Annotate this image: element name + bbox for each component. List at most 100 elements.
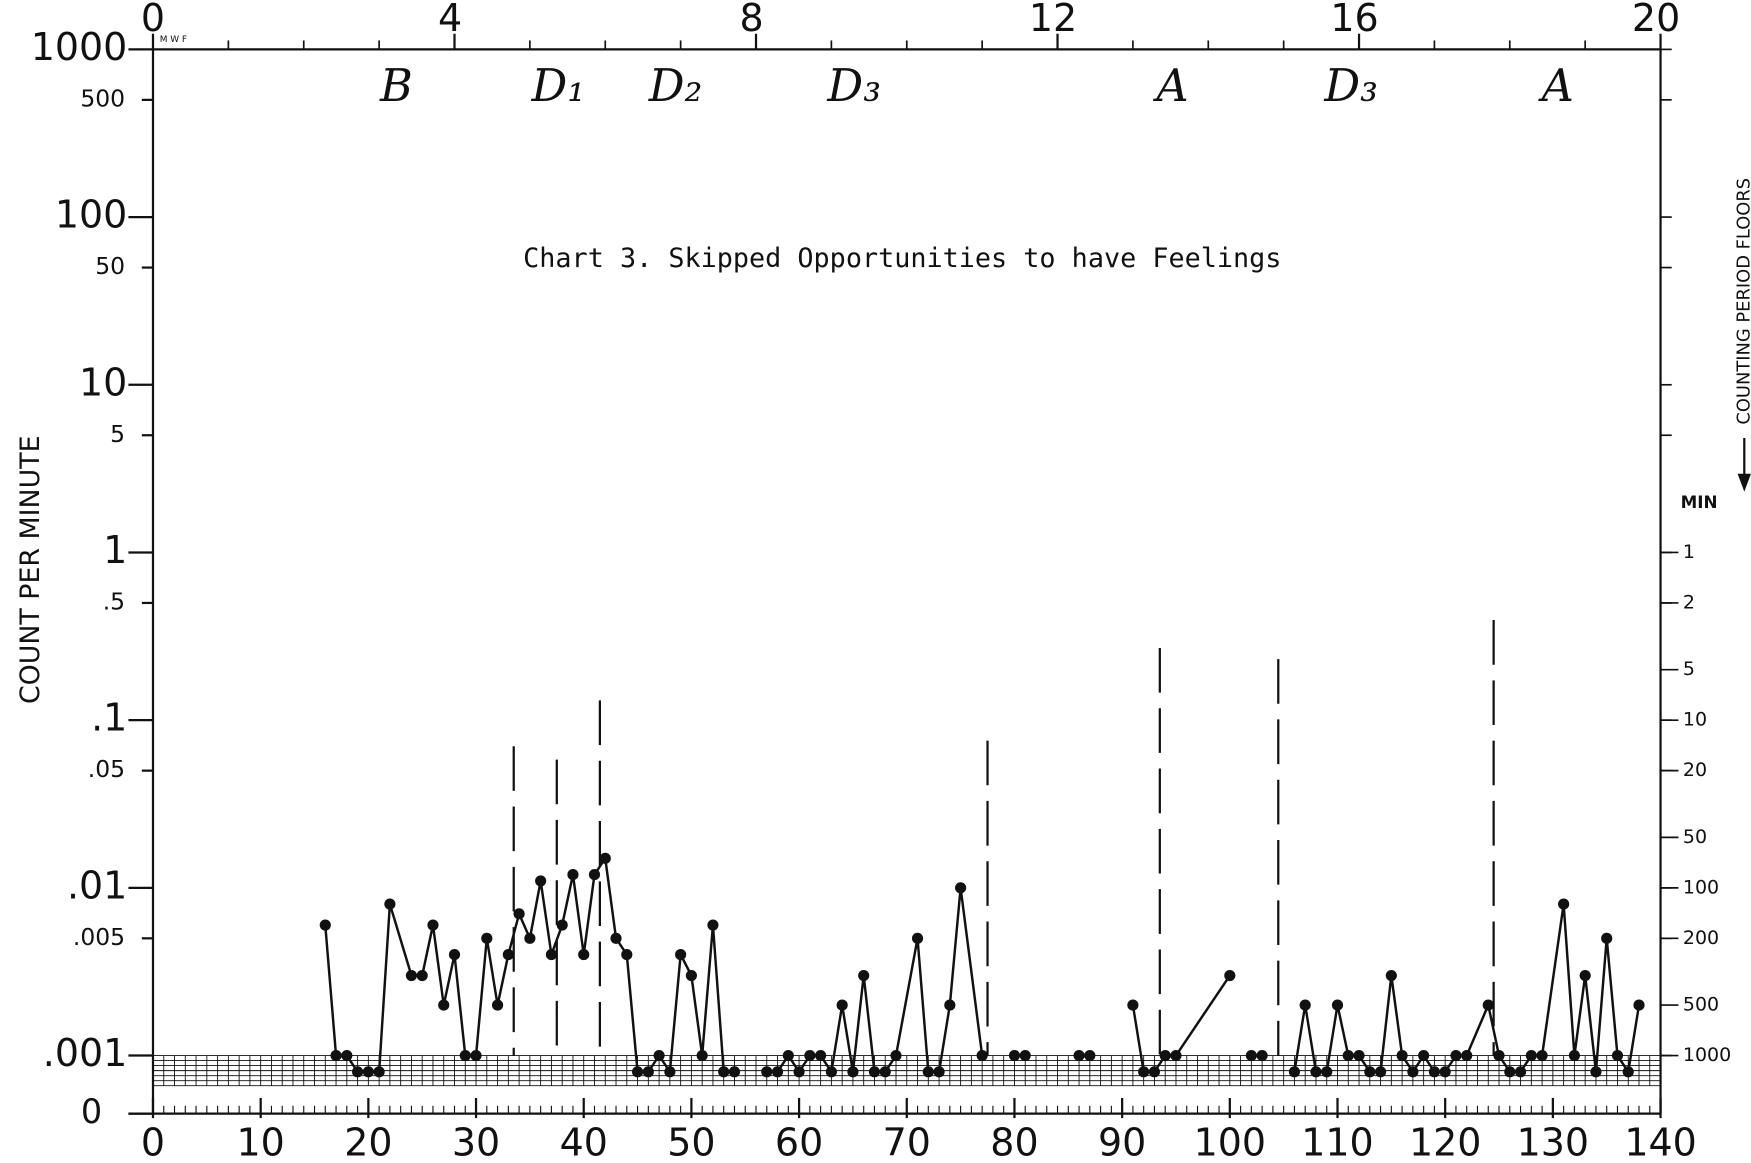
data-point — [481, 932, 493, 944]
data-point — [718, 1066, 730, 1078]
phase-label: A — [1152, 60, 1188, 112]
data-point — [621, 948, 633, 961]
phase-label: D₂ — [648, 60, 703, 112]
data-point — [1127, 999, 1139, 1011]
data-point — [1482, 999, 1494, 1011]
data-point — [1245, 1049, 1257, 1062]
data-point — [804, 1049, 816, 1062]
zero-label: 0 — [81, 1092, 102, 1131]
phase-label: A — [1538, 60, 1574, 112]
data-point — [459, 1049, 471, 1062]
x-tick-label: 60 — [775, 1120, 823, 1163]
x-tick-label: 130 — [1517, 1120, 1589, 1163]
data-point — [1331, 999, 1344, 1011]
data-point — [1138, 1066, 1150, 1078]
data-point — [1385, 969, 1397, 982]
data-point — [653, 1049, 665, 1062]
y2-tick-label: 10 — [1683, 709, 1707, 731]
y-tick-label: .5 — [103, 587, 125, 615]
data-point — [879, 1066, 891, 1078]
data-point — [352, 1066, 364, 1078]
x-tick-label: 140 — [1624, 1120, 1696, 1163]
data-point — [470, 1049, 482, 1062]
data-point — [1084, 1049, 1096, 1062]
phase-label: D₃ — [1323, 60, 1378, 112]
y-tick-label: .001 — [43, 1031, 128, 1075]
data-point — [1601, 932, 1613, 944]
x-tick-label: 120 — [1409, 1120, 1481, 1163]
y2-axis-title: COUNTING PERIOD FLOORS — [1733, 178, 1751, 425]
data-point — [1579, 969, 1591, 982]
data-point — [384, 898, 396, 910]
data-point — [675, 948, 687, 961]
data-point — [771, 1066, 784, 1078]
weekday-label: M W F — [160, 35, 187, 45]
data-point — [1364, 1066, 1376, 1078]
data-point — [535, 875, 547, 887]
arrow-head — [1737, 473, 1751, 492]
x2-tick-label: 0 — [141, 0, 165, 40]
data-point — [1159, 1049, 1171, 1062]
data-point — [1342, 1049, 1354, 1062]
data-point — [341, 1049, 353, 1062]
phase-label: D₁ — [530, 60, 585, 112]
data-point — [1590, 1066, 1602, 1078]
x-tick-label: 50 — [667, 1120, 715, 1163]
x2-tick-label: 20 — [1632, 0, 1680, 40]
data-point — [1299, 999, 1311, 1011]
data-point — [524, 932, 536, 944]
data-point — [362, 1066, 374, 1078]
x-tick-label: 0 — [141, 1120, 165, 1163]
data-point — [513, 908, 525, 920]
data-point — [761, 1066, 773, 1078]
y2-tick-label: 50 — [1683, 826, 1707, 848]
x-tick-label: 110 — [1301, 1120, 1373, 1163]
data-point — [1073, 1049, 1085, 1062]
data-point — [578, 948, 590, 961]
data-point — [911, 932, 924, 944]
data-point — [1461, 1049, 1473, 1062]
data-point — [1256, 1049, 1268, 1062]
chart-title: Chart 3. Skipped Opportunities to have F… — [523, 243, 1281, 274]
data-point — [491, 999, 504, 1011]
data-point — [836, 999, 848, 1011]
y2-tick-label: 1 — [1683, 541, 1695, 563]
data-point — [1396, 1049, 1408, 1062]
y2-tick-label: 2 — [1683, 591, 1695, 613]
data-point — [825, 1066, 837, 1078]
y-tick-label: 500 — [80, 84, 125, 112]
data-point — [1321, 1066, 1333, 1078]
y2-title: MIN — [1681, 492, 1718, 512]
data-point — [556, 919, 568, 931]
data-point — [1536, 1049, 1548, 1062]
data-point — [782, 1049, 794, 1062]
data-point — [1374, 1066, 1387, 1078]
data-point — [1568, 1049, 1580, 1062]
data-point — [631, 1066, 644, 1078]
data-point — [1493, 1049, 1505, 1062]
data-point — [815, 1049, 827, 1062]
data-point — [858, 969, 870, 982]
data-point — [976, 1049, 988, 1062]
data-point — [610, 932, 622, 944]
data-point — [599, 852, 611, 864]
data-point — [1418, 1049, 1430, 1062]
data-point — [944, 999, 956, 1011]
data-point — [922, 1066, 934, 1078]
data-point — [330, 1049, 342, 1062]
data-point — [588, 868, 601, 881]
data-point — [1407, 1066, 1419, 1078]
data-point — [1008, 1049, 1021, 1062]
data-line — [324, 854, 1641, 1076]
data-point — [1224, 969, 1236, 982]
data-point — [545, 948, 557, 961]
data-point — [1611, 1049, 1624, 1062]
data-point — [1428, 1066, 1440, 1078]
y2-tick-label: 100 — [1683, 876, 1719, 898]
data-point — [1288, 1066, 1301, 1078]
data-point — [319, 919, 331, 931]
y-tick-label: .05 — [88, 755, 125, 783]
data-point — [1450, 1049, 1462, 1062]
data-point — [707, 919, 719, 931]
data-point — [1525, 1049, 1537, 1062]
